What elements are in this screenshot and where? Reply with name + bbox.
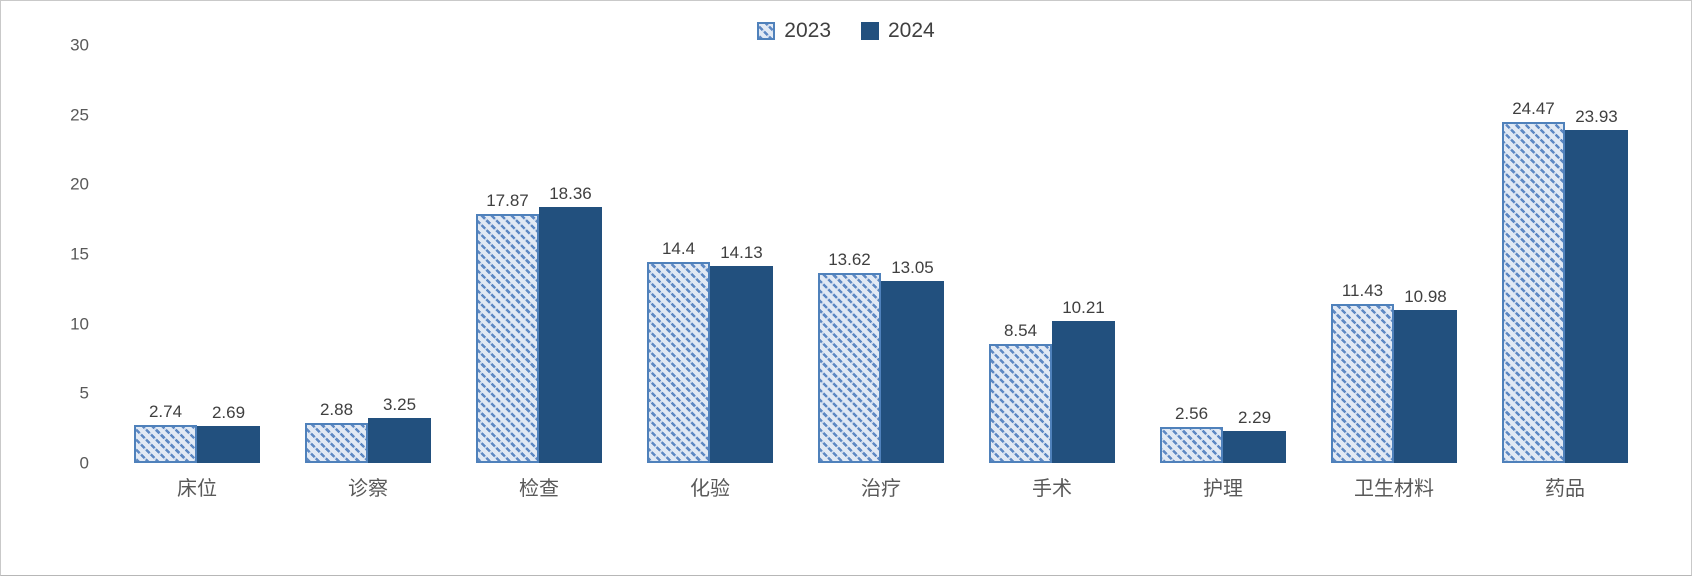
bar-column-2024: 3.25: [368, 396, 431, 463]
category-label: 卫生材料: [1354, 478, 1434, 500]
bar-group-6: 8.54 10.21 手术: [989, 299, 1115, 499]
category-label: 床位: [177, 478, 217, 500]
bar-2024: [1052, 320, 1115, 463]
y-tick-label-0: 0: [79, 453, 89, 473]
value-label: 13.62: [828, 250, 871, 270]
bar-2023: [305, 422, 368, 463]
bar-pair: 2.74 2.69: [134, 403, 260, 463]
legend-swatch-2023-hatched: [757, 22, 776, 40]
value-label: 2.29: [1237, 408, 1272, 428]
y-tick-label-30: 30: [70, 35, 89, 55]
bar-pair: 8.54 10.21: [989, 299, 1115, 463]
bar-column-2024: 13.05: [881, 259, 944, 463]
value-label: 10.98: [1404, 287, 1447, 307]
y-tick-label-5: 5: [79, 383, 89, 403]
value-label: 2.56: [1174, 404, 1209, 424]
bar-2023: [818, 273, 881, 463]
bar-group-2: 2.88 3.25 诊察: [305, 396, 431, 499]
category-label: 手术: [1032, 478, 1072, 500]
bar-group-9: 24.47 23.93 药品: [1502, 100, 1628, 499]
value-label: 18.36: [549, 184, 592, 204]
chart-legend: 2023 2024: [1, 19, 1691, 43]
bar-2023: [989, 344, 1052, 463]
bar-pair: 11.43 10.98: [1331, 282, 1457, 463]
legend-item-2023: 2023: [757, 19, 831, 43]
bar-column-2023: 11.43: [1331, 282, 1394, 463]
value-label: 2.88: [319, 399, 354, 419]
category-label: 化验: [690, 478, 730, 500]
value-label: 2.74: [148, 401, 183, 421]
bar-group-1: 2.74 2.69 床位: [134, 403, 260, 499]
bar-pair: 24.47 23.93: [1502, 100, 1628, 463]
bar-pair: 17.87 18.36: [476, 185, 602, 463]
y-axis: 0 5 10 15 20 25 30: [1, 37, 89, 472]
bar-2024: [368, 417, 431, 463]
legend-item-2024: 2024: [861, 19, 935, 43]
bar-column-2024: 23.93: [1565, 108, 1628, 463]
value-label: 23.93: [1575, 106, 1618, 126]
bar-group-5: 13.62 13.05 治疗: [818, 251, 944, 499]
legend-label-2023: 2023: [784, 19, 831, 42]
bar-pair: 13.62 13.05: [818, 251, 944, 463]
category-label: 检查: [519, 478, 559, 500]
bar-2024: [539, 207, 602, 463]
bar-group-8: 11.43 10.98 卫生材料: [1331, 282, 1457, 499]
bar-group-4: 14.4 14.13 化验: [647, 240, 773, 499]
bar-pair: 2.88 3.25: [305, 396, 431, 463]
legend-label-2024: 2024: [888, 19, 935, 42]
bar-column-2023: 24.47: [1502, 100, 1565, 463]
value-label: 8.54: [1003, 321, 1038, 341]
legend-swatch-2024-solid: [861, 22, 879, 40]
value-label: 24.47: [1512, 99, 1555, 119]
value-label: 14.4: [661, 239, 696, 259]
category-label: 治疗: [861, 478, 901, 500]
category-label: 诊察: [348, 478, 388, 500]
bar-2023: [1331, 303, 1394, 463]
bar-2023: [134, 424, 197, 463]
bar-column-2023: 2.74: [134, 403, 197, 463]
bar-2024: [881, 281, 944, 463]
bar-group-7: 2.56 2.29 护理: [1160, 405, 1286, 499]
bar-2024: [197, 425, 260, 463]
bar-column-2024: 10.98: [1394, 288, 1457, 463]
bar-column-2023: 17.87: [476, 192, 539, 463]
y-tick-label-20: 20: [70, 174, 89, 194]
bar-column-2024: 18.36: [539, 185, 602, 463]
bar-2023: [647, 262, 710, 463]
bar-group-3: 17.87 18.36 检查: [476, 185, 602, 499]
category-label: 护理: [1203, 478, 1243, 500]
bar-2024: [710, 266, 773, 463]
bar-pair: 2.56 2.29: [1160, 405, 1286, 463]
bar-column-2023: 2.88: [305, 401, 368, 463]
value-label: 17.87: [486, 191, 529, 211]
y-tick-label-10: 10: [70, 314, 89, 334]
value-label: 2.69: [211, 402, 246, 422]
bar-2024: [1565, 129, 1628, 463]
bar-2023: [1160, 427, 1223, 463]
bar-pair: 14.4 14.13: [647, 240, 773, 463]
y-tick-label-25: 25: [70, 105, 89, 125]
bar-2024: [1394, 310, 1457, 463]
bar-column-2024: 2.29: [1223, 409, 1286, 463]
bar-column-2024: 2.69: [197, 404, 260, 463]
y-tick-label-15: 15: [70, 244, 89, 264]
value-label: 10.21: [1062, 297, 1105, 317]
value-label: 11.43: [1341, 280, 1384, 300]
bar-column-2023: 14.4: [647, 240, 710, 463]
bar-2024: [1223, 431, 1286, 463]
bar-column-2024: 10.21: [1052, 299, 1115, 463]
bar-column-2023: 2.56: [1160, 405, 1223, 463]
plot-area: 2.74 2.69 床位 2.88 3.25 诊察 17.87 18.36 检查 14.4 14.1…: [134, 45, 1628, 499]
bar-column-2023: 8.54: [989, 322, 1052, 463]
bar-column-2023: 13.62: [818, 251, 881, 463]
category-label: 药品: [1545, 478, 1585, 500]
bar-column-2024: 14.13: [710, 244, 773, 463]
value-label: 13.05: [891, 258, 934, 278]
value-label: 3.25: [382, 394, 417, 414]
bar-2023: [476, 214, 539, 463]
bar-2023: [1502, 122, 1565, 463]
value-label: 14.13: [720, 243, 763, 263]
